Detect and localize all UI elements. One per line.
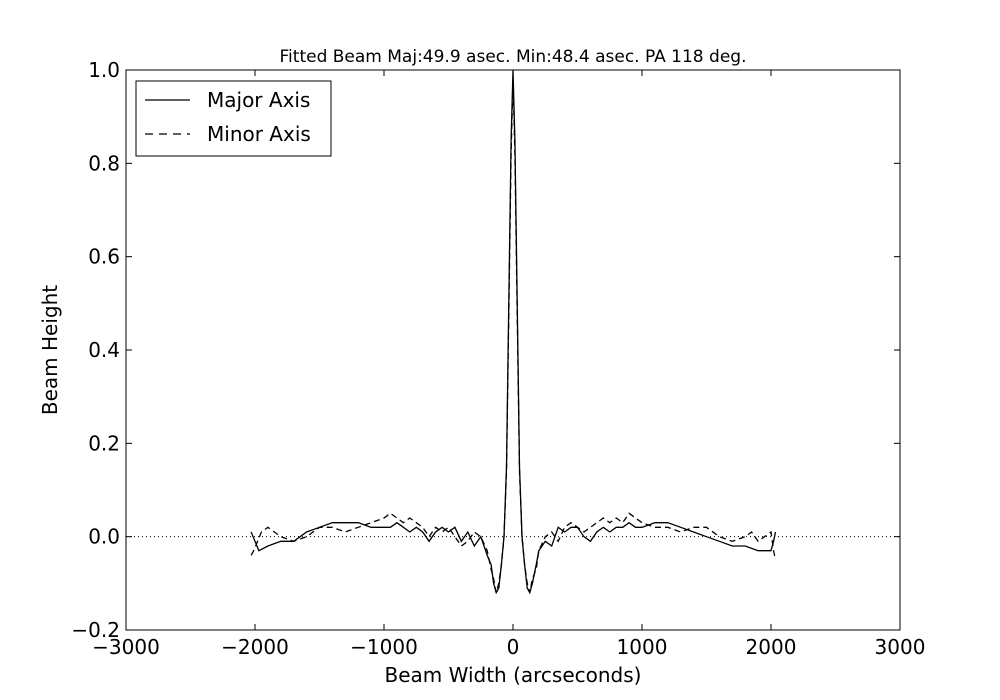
y-tick-label: 0.2 xyxy=(88,431,120,455)
y-tick-label: 1.0 xyxy=(88,58,120,82)
y-tick-label: −0.2 xyxy=(71,618,120,642)
y-tick-label: 0.6 xyxy=(88,245,120,269)
series-line-major-axis xyxy=(250,70,777,595)
y-tick-label: 0.4 xyxy=(88,338,120,362)
series-line-minor-axis xyxy=(250,79,777,593)
x-tick-label: −1000 xyxy=(350,635,418,659)
x-tick-label: −3000 xyxy=(92,635,160,659)
legend-label: Minor Axis xyxy=(207,122,311,146)
plot-area: −3000 −2000 −1000 0 1000 2000 3000 −0.2 0.0 0.2 0.… xyxy=(71,58,925,659)
y-tick-label: 0.8 xyxy=(88,151,120,175)
x-tick-label: 0 xyxy=(507,635,520,659)
x-tick-label: 1000 xyxy=(617,635,668,659)
x-axis-label: Beam Width (arcseconds) xyxy=(385,663,642,687)
y-tick-label: 0.0 xyxy=(88,525,120,549)
x-tick-label: −2000 xyxy=(221,635,289,659)
x-tick-label: 2000 xyxy=(746,635,797,659)
chart-title: Fitted Beam Maj:49.9 asec. Min:48.4 asec… xyxy=(280,47,747,67)
y-axis-label: Beam Height xyxy=(38,285,62,415)
x-tick-label: 3000 xyxy=(875,635,926,659)
legend-label: Major Axis xyxy=(207,88,310,112)
legend-box xyxy=(135,80,332,157)
